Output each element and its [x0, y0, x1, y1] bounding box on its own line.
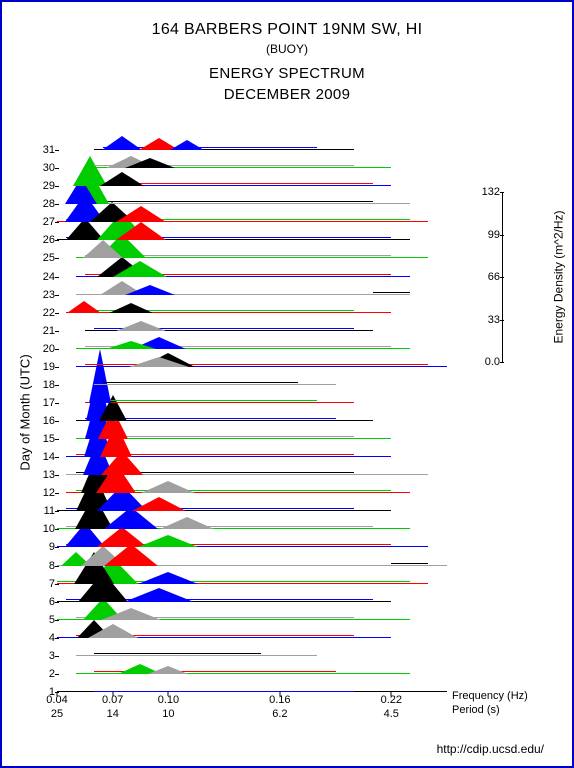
spectrum-peak — [113, 261, 167, 277]
spectrum-peak — [116, 321, 166, 331]
y-tick: 14 — [35, 451, 55, 463]
y-tick: 9 — [35, 541, 55, 553]
spectrum-peak — [132, 497, 186, 511]
spectrum-peak — [148, 666, 188, 674]
spectrum-peak — [141, 481, 195, 493]
y-tick: 27 — [35, 216, 55, 228]
spectrum-baseline — [391, 563, 428, 564]
chart-frame: 164 BARBERS POINT 19NM SW, HI (BUOY) ENE… — [0, 0, 574, 768]
y-tick: 23 — [35, 289, 55, 301]
y-tick: 30 — [35, 162, 55, 174]
x-tick-period: 4.5 — [384, 708, 399, 720]
spectrum-peak — [124, 588, 194, 602]
y-axis-label: Day of Month (UTC) — [16, 132, 34, 692]
y-tick: 15 — [35, 433, 55, 445]
y-tick: 13 — [35, 469, 55, 481]
spectrum-peak — [101, 608, 161, 620]
spectrum-peak — [116, 222, 166, 240]
y-tick: 19 — [35, 361, 55, 373]
spectrum-peak — [138, 535, 198, 547]
legend-tick: 132 — [474, 186, 500, 198]
x-tick-period: 25 — [51, 708, 63, 720]
legend: Energy Density (m^2/Hz) 1329966330.0 — [490, 192, 550, 362]
y-tick: 31 — [35, 144, 55, 156]
spectrum-peak — [109, 303, 153, 313]
y-tick: 18 — [35, 379, 55, 391]
spectrum-baseline — [103, 382, 298, 383]
title-block: 164 BARBERS POINT 19NM SW, HI (BUOY) ENE… — [2, 20, 572, 105]
spectrum-peak — [129, 357, 189, 367]
y-tick: 10 — [35, 523, 55, 535]
y-tick: 4 — [35, 632, 55, 644]
spectrum-peak — [125, 158, 175, 168]
spectrum-baseline — [94, 691, 354, 692]
y-tick: 6 — [35, 596, 55, 608]
spectrum-peak — [83, 240, 123, 258]
spectrum-baseline — [85, 402, 354, 403]
spectrum-baseline — [76, 201, 373, 202]
y-tick: 24 — [35, 271, 55, 283]
y-tick: 21 — [35, 325, 55, 337]
x-axis-label-freq: Frequency (Hz) — [452, 690, 528, 702]
spectrum-peak — [88, 624, 138, 638]
spectrum-peak — [67, 301, 101, 313]
y-tick: 29 — [35, 180, 55, 192]
y-tick: 26 — [35, 234, 55, 246]
spectrum-peak — [170, 140, 204, 150]
y-tick: 7 — [35, 578, 55, 590]
y-tick: 16 — [35, 415, 55, 427]
title-station: 164 BARBERS POINT 19NM SW, HI — [2, 20, 572, 40]
y-tick: 22 — [35, 307, 55, 319]
x-tick-freq: 0.16 — [269, 694, 290, 706]
y-tick: 17 — [35, 397, 55, 409]
spectrum-peak — [160, 517, 214, 529]
x-tick-freq: 0.10 — [158, 694, 179, 706]
x-tick-period: 14 — [107, 708, 119, 720]
x-axis-label-period: Period (s) — [452, 704, 500, 716]
y-tick: 25 — [35, 252, 55, 264]
y-tick: 3 — [35, 650, 55, 662]
spectrum-peak — [138, 572, 198, 584]
legend-label: Energy Density (m^2/Hz) — [550, 192, 566, 362]
y-tick: 8 — [35, 560, 55, 572]
y-tick: 12 — [35, 487, 55, 499]
spectrum-peak — [89, 349, 111, 403]
y-tick: 5 — [35, 614, 55, 626]
spectrum-baseline — [94, 384, 335, 385]
spectrum-baseline — [373, 292, 410, 293]
spectrum-baseline — [66, 203, 410, 204]
spectrum-baseline — [94, 653, 261, 654]
legend-tick: 66 — [474, 271, 500, 283]
spectrum-baseline — [94, 400, 317, 401]
legend-tick: 33 — [474, 314, 500, 326]
plot-area: 1234567891011121314151617181920212223242… — [57, 132, 447, 692]
y-tick: 28 — [35, 198, 55, 210]
x-tick-freq: 0.04 — [46, 694, 67, 706]
y-tick: 11 — [35, 505, 55, 517]
x-tick-freq: 0.22 — [381, 694, 402, 706]
legend-tick: 99 — [474, 229, 500, 241]
y-tick: 20 — [35, 343, 55, 355]
x-tick-period: 10 — [162, 708, 174, 720]
x-tick-freq: 0.07 — [102, 694, 123, 706]
spectrum-peak — [100, 172, 144, 186]
title-date: DECEMBER 2009 — [2, 86, 572, 105]
footer-url: http://cdip.ucsd.edu/ — [437, 742, 544, 756]
legend-tick: 0.0 — [474, 356, 500, 368]
spectrum-peak — [125, 285, 175, 295]
spectrum-peak — [106, 341, 156, 349]
spectrum-peak — [116, 206, 166, 222]
title-spectrum: ENERGY SPECTRUM — [2, 65, 572, 84]
spectrum-peak — [102, 136, 142, 150]
x-tick-period: 6.2 — [272, 708, 287, 720]
title-sub: (BUOY) — [2, 42, 572, 57]
spectrum-baseline — [76, 655, 317, 656]
y-tick: 2 — [35, 668, 55, 680]
